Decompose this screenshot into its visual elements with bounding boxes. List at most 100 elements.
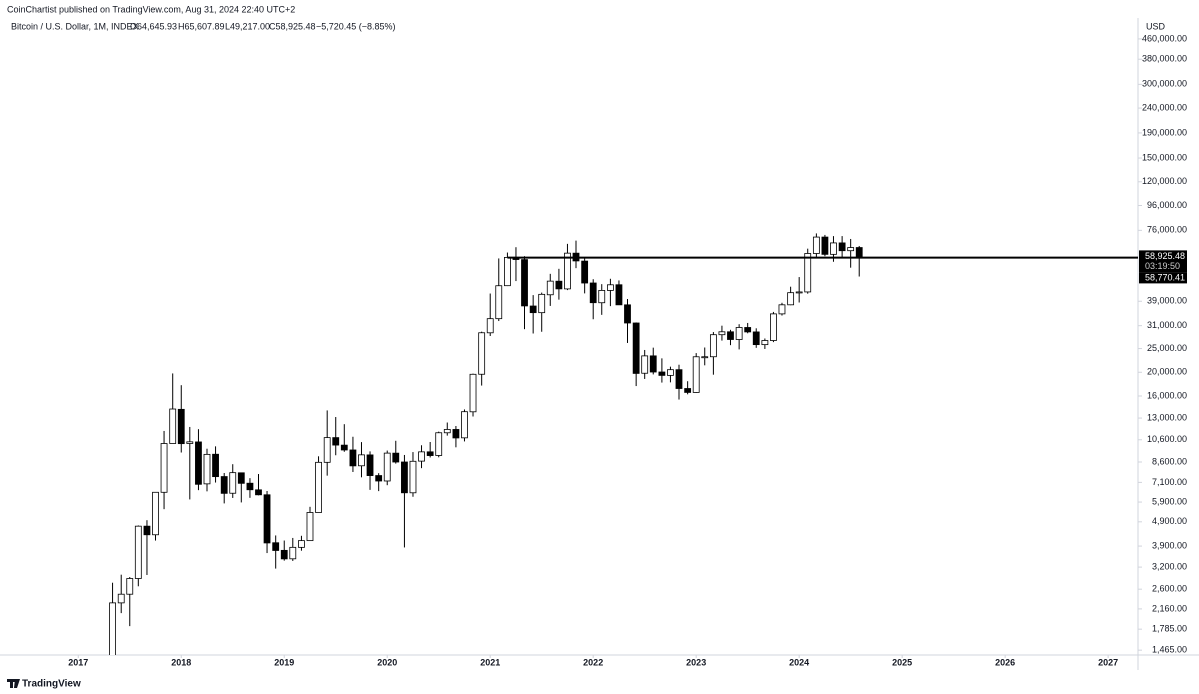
candle-body: [272, 542, 280, 551]
candle-body: [461, 411, 468, 439]
candle-body: [289, 546, 297, 560]
candle-body: [529, 305, 537, 314]
candle-body: [761, 340, 769, 346]
x-tick-label: 2017: [68, 657, 88, 667]
candle-body: [203, 453, 211, 485]
y-tick-label: 31,000.00: [1147, 320, 1187, 330]
candle-body: [177, 408, 185, 445]
ohlc-open: O64,645.93: [130, 21, 177, 31]
candle-body: [744, 327, 752, 333]
candle-body: [770, 313, 777, 341]
candle-body: [160, 443, 168, 493]
candle-body: [658, 371, 666, 376]
x-tick-label: 2019: [274, 657, 294, 667]
candle-body: [752, 331, 760, 346]
y-tick-label: 4,900.00: [1152, 516, 1187, 526]
x-tick-label: 2025: [892, 657, 912, 667]
countdown: 03:19:50: [1145, 261, 1180, 271]
y-tick-label: 39,000.00: [1147, 296, 1187, 306]
candle-body: [649, 355, 657, 373]
y-tick-label: 7,100.00: [1152, 477, 1187, 487]
candle-body: [787, 292, 795, 306]
candle-body: [349, 449, 357, 467]
candle-body: [126, 578, 134, 595]
publisher: CoinChartist published on TradingView.co…: [7, 4, 295, 14]
candle-body: [375, 475, 383, 482]
candle-body: [546, 280, 554, 296]
candle-body: [263, 494, 271, 544]
y-tick-label: 10,600.00: [1147, 434, 1187, 444]
y-tick-label: 460,000.00: [1142, 33, 1187, 43]
last-price-label: 58,925.48: [1145, 251, 1185, 261]
y-tick-label: 120,000.00: [1142, 176, 1187, 186]
y-tick-label: 300,000.00: [1142, 79, 1187, 89]
candle-body: [109, 602, 116, 655]
candle-body: [186, 441, 194, 444]
candle-body: [667, 369, 674, 376]
ohlc-close: C58,925.48: [269, 21, 316, 31]
candle-body: [332, 437, 340, 446]
candle-body: [709, 334, 717, 358]
candle-body: [821, 236, 829, 255]
candle-body: [358, 454, 365, 467]
candle-body: [838, 242, 846, 252]
y-tick-label: 13,000.00: [1147, 412, 1187, 422]
candle-body: [615, 284, 623, 306]
candle-body: [340, 444, 348, 451]
candle-body: [812, 236, 820, 254]
candle-body: [607, 284, 614, 291]
candle-body: [486, 318, 494, 334]
candle-body: [418, 451, 425, 462]
candle-body: [684, 388, 692, 393]
candle-body: [426, 451, 434, 456]
candle-body: [478, 332, 486, 375]
candle-body: [538, 293, 546, 314]
y-tick-label: 8,600.00: [1152, 456, 1187, 466]
candle-body: [521, 259, 528, 307]
candle-body: [255, 489, 262, 496]
candle-body: [589, 282, 597, 304]
candle-body: [855, 247, 863, 258]
candle-body: [246, 482, 254, 491]
last-price-tag: [1139, 250, 1187, 273]
candle-body: [443, 429, 451, 434]
candle-body: [383, 452, 391, 482]
candle-body: [727, 331, 734, 340]
symbol: Bitcoin / U.S. Dollar, 1M, INDEX: [11, 21, 139, 31]
candle-body: [675, 369, 683, 389]
candle-body: [435, 432, 443, 456]
candle-body: [220, 476, 228, 494]
candle-body: [143, 525, 151, 536]
x-tick-label: 2024: [789, 657, 809, 667]
x-tick-label: 2027: [1098, 657, 1118, 667]
y-tick-label: 1,465.00: [1152, 645, 1187, 655]
x-tick-label: 2021: [480, 657, 500, 667]
candle-body: [409, 460, 417, 494]
y-tick-label: 3,200.00: [1152, 561, 1187, 571]
candle-body: [315, 461, 322, 513]
x-tick-label: 2023: [686, 657, 706, 667]
x-tick-label: 2022: [583, 657, 603, 667]
candle-body: [392, 452, 400, 463]
candle-body: [323, 437, 331, 463]
candle-body: [366, 454, 374, 476]
candle-body: [229, 472, 237, 494]
candle-body: [195, 441, 202, 485]
y-tick-label: 190,000.00: [1142, 127, 1187, 137]
hline-label: 58,770.41: [1145, 272, 1185, 282]
y-tick-label: 5,900.00: [1152, 496, 1187, 506]
candle-body: [735, 327, 743, 340]
y-tick-label: 380,000.00: [1142, 54, 1187, 64]
hline-tag: [1139, 272, 1187, 284]
candle-body: [795, 291, 803, 294]
candle-body: [847, 247, 855, 252]
y-tick-label: 76,000.00: [1147, 225, 1187, 235]
candle-body: [830, 242, 837, 255]
x-tick-label: 2026: [995, 657, 1015, 667]
y-tick-label: 25,000.00: [1147, 343, 1187, 353]
candle-body: [152, 491, 159, 536]
candle-body: [632, 322, 640, 374]
ohlc-high: H65,607.89: [178, 21, 225, 31]
candle-body: [452, 429, 460, 439]
